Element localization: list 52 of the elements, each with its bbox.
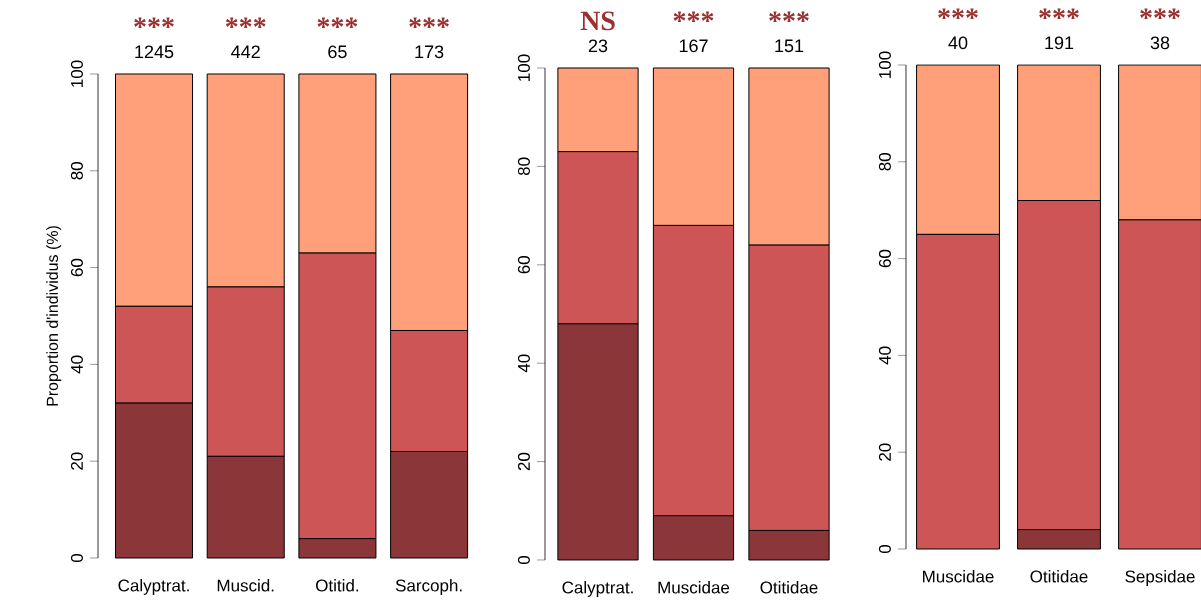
y-tick-label: 80 [70, 162, 83, 180]
bar [916, 64, 1000, 235]
x-tick-label: Sarcoph. [395, 579, 462, 595]
text: *** [673, 11, 714, 23]
y-tick-label: 80 [517, 157, 530, 176]
text: 65 [328, 45, 347, 59]
x-tick-label: Otitidae [1030, 570, 1088, 583]
y-tick-label: 20 [517, 452, 530, 471]
y-tick-label: 40 [517, 354, 530, 373]
text: *** [1039, 8, 1079, 20]
text: 1245 [135, 45, 174, 59]
text: NS [580, 11, 615, 31]
y-tick-label: 20 [70, 452, 83, 470]
text: 151 [775, 39, 804, 53]
text: 191 [1045, 36, 1074, 50]
y-tick-label: 80 [878, 153, 891, 171]
bar [1017, 64, 1101, 202]
text: *** [134, 17, 174, 29]
x-tick-label: Otitid. [316, 579, 359, 592]
text: 23 [588, 39, 608, 53]
text: *** [409, 17, 449, 29]
text: 40 [948, 36, 968, 50]
y-tick-label: 100 [70, 60, 83, 87]
y-tick-label: 40 [70, 355, 83, 374]
y-tick-label: 0 [70, 553, 83, 563]
text: 38 [1150, 36, 1170, 50]
x-tick-label: Muscidae [923, 570, 994, 583]
y-tick-label: 0 [878, 544, 891, 554]
text: 173 [415, 45, 444, 59]
text: *** [1140, 8, 1180, 20]
bar [1118, 64, 1201, 221]
y-tick-label: 40 [878, 346, 891, 365]
y-tick-label: 60 [517, 256, 530, 274]
y-tick-label: 100 [517, 54, 530, 81]
text: 442 [231, 45, 260, 58]
text: 167 [679, 39, 708, 53]
y-tick-label: 0 [517, 555, 530, 565]
text: *** [225, 17, 266, 29]
y-tick-label: 100 [878, 51, 891, 78]
x-tick-label: Calyptrat. [118, 579, 189, 595]
x-tick-label: Otitidae [760, 581, 818, 594]
y-tick-label: 60 [878, 249, 891, 268]
x-tick-label: Sepsidae [1125, 570, 1195, 586]
x-tick-label: Muscidae [658, 581, 730, 594]
text: *** [938, 8, 978, 20]
x-tick-label: Muscid. [217, 579, 274, 592]
text: *** [317, 17, 358, 29]
text: *** [769, 11, 809, 23]
y-tick-label: 60 [70, 258, 83, 277]
y-tick-label: 20 [878, 443, 891, 461]
y-axis-title: Proportion d'individus (%) [46, 226, 62, 406]
x-tick-label: Calyptrat. [562, 581, 633, 597]
